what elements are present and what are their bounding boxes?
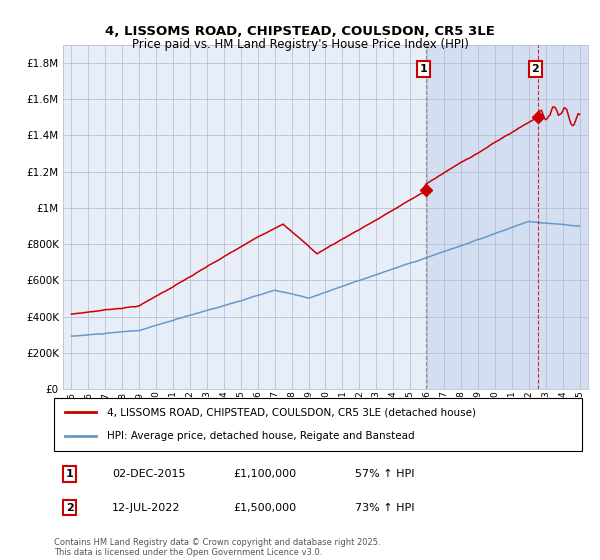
Text: 57% ↑ HPI: 57% ↑ HPI (355, 469, 415, 479)
Text: 12-JUL-2022: 12-JUL-2022 (112, 502, 181, 512)
Text: 1: 1 (419, 64, 427, 74)
Text: 4, LISSOMS ROAD, CHIPSTEAD, COULSDON, CR5 3LE (detached house): 4, LISSOMS ROAD, CHIPSTEAD, COULSDON, CR… (107, 408, 476, 418)
Text: 2: 2 (66, 502, 74, 512)
Text: 02-DEC-2015: 02-DEC-2015 (112, 469, 185, 479)
Text: 2: 2 (531, 64, 539, 74)
Bar (426, 45, 588, 389)
Text: £1,100,000: £1,100,000 (233, 469, 296, 479)
Text: HPI: Average price, detached house, Reigate and Banstead: HPI: Average price, detached house, Reig… (107, 431, 415, 441)
FancyBboxPatch shape (54, 398, 582, 451)
Text: 4, LISSOMS ROAD, CHIPSTEAD, COULSDON, CR5 3LE: 4, LISSOMS ROAD, CHIPSTEAD, COULSDON, CR… (105, 25, 495, 38)
Text: 1: 1 (66, 469, 74, 479)
Text: £1,500,000: £1,500,000 (233, 502, 296, 512)
Text: Price paid vs. HM Land Registry's House Price Index (HPI): Price paid vs. HM Land Registry's House … (131, 38, 469, 51)
Text: Contains HM Land Registry data © Crown copyright and database right 2025.
This d: Contains HM Land Registry data © Crown c… (54, 538, 380, 557)
Text: 73% ↑ HPI: 73% ↑ HPI (355, 502, 415, 512)
